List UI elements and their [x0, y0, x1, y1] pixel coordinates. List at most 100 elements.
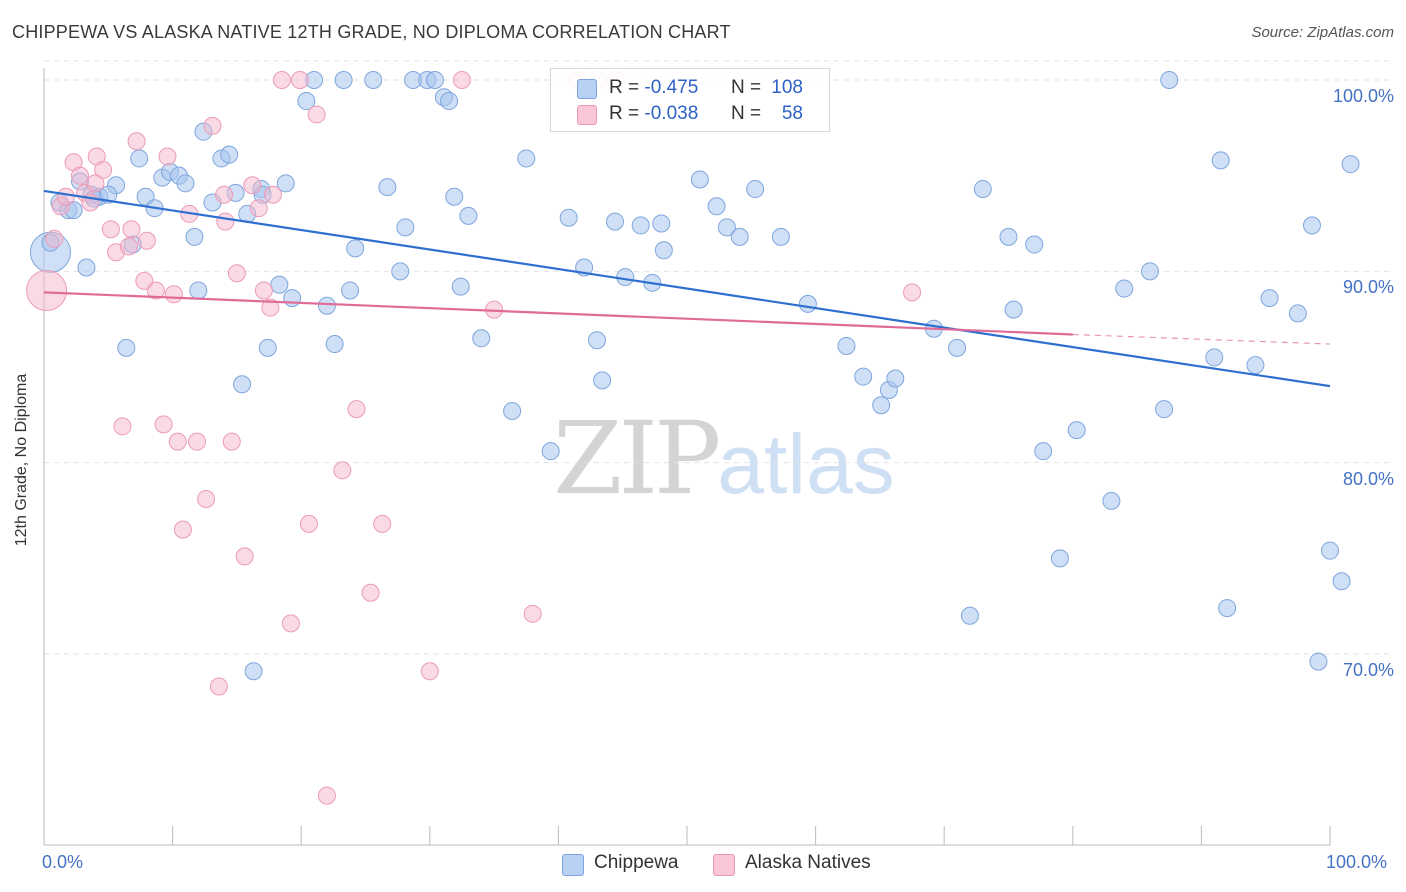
point-chippewa	[771, 227, 790, 246]
legend-n-label: N =	[731, 103, 762, 124]
point-chippewa	[258, 338, 277, 357]
point-chippewa	[425, 71, 444, 89]
legend-r-chippewa: R = -0.475	[609, 77, 698, 99]
point-chippewa	[1211, 151, 1230, 170]
point-chippewa	[459, 206, 478, 225]
point-chippewa	[472, 329, 491, 348]
trend-line-alaska-natives-extension	[1072, 333, 1331, 345]
point-alaska-natives	[299, 514, 318, 533]
point-alaska-natives	[197, 490, 216, 509]
point-chippewa	[220, 145, 239, 164]
point-alaska-natives	[272, 71, 291, 89]
point-alaska-natives	[56, 187, 75, 206]
bottom-legend-swatch-chippewa	[562, 854, 584, 876]
point-chippewa	[973, 180, 992, 199]
point-chippewa	[1050, 549, 1069, 568]
y-tick-label: 80.0%	[1342, 468, 1394, 489]
point-chippewa	[1260, 289, 1279, 308]
point-chippewa	[391, 262, 410, 281]
point-chippewa	[189, 281, 208, 300]
point-alaska-natives	[216, 212, 235, 231]
point-alaska-natives	[127, 132, 146, 151]
point-chippewa	[746, 180, 765, 199]
point-chippewa	[503, 402, 522, 421]
point-alaska-natives	[222, 432, 241, 451]
point-chippewa	[451, 277, 470, 296]
trend-line-alaska-natives	[43, 291, 1073, 336]
point-chippewa	[176, 174, 195, 193]
point-alaska-natives	[249, 199, 268, 218]
y-tick-label: 70.0%	[1342, 660, 1394, 680]
point-chippewa	[1246, 356, 1265, 375]
point-alaska-natives	[203, 116, 222, 135]
point-chippewa	[1115, 279, 1134, 298]
watermark: ZIPatlas	[553, 400, 895, 517]
point-alaska-natives	[281, 614, 300, 633]
y-tick-label: 100.0%	[1332, 86, 1394, 106]
point-chippewa	[1321, 541, 1339, 560]
point-chippewa	[960, 606, 979, 625]
point-alaska-natives	[227, 264, 246, 283]
point-alaska-natives	[154, 415, 173, 434]
point-chippewa	[730, 227, 749, 246]
point-chippewa	[1102, 491, 1121, 510]
point-alaska-natives	[135, 271, 154, 290]
point-chippewa	[690, 170, 709, 189]
point-chippewa	[717, 218, 736, 237]
point-alaska-natives	[101, 220, 120, 239]
chart-source: Source: ZipAtlas.com	[1251, 24, 1394, 41]
point-chippewa	[948, 338, 967, 357]
point-alaska-natives	[235, 547, 254, 566]
point-chippewa	[631, 216, 650, 235]
watermark-atlas: atlas	[717, 417, 895, 511]
point-chippewa	[325, 335, 344, 354]
point-chippewa	[1067, 421, 1086, 440]
point-chippewa	[1004, 300, 1023, 319]
bottom-legend-swatch-alaska-natives	[713, 854, 735, 876]
legend-r-label: R =	[609, 77, 640, 98]
point-alaska-natives	[119, 237, 138, 256]
bottom-legend-alaska-natives: Alaska Natives	[745, 852, 871, 873]
point-chippewa	[1332, 572, 1351, 591]
point-chippewa	[587, 331, 606, 350]
legend-n-value: 58	[781, 103, 803, 124]
point-alaska-natives	[122, 220, 141, 239]
point-chippewa	[276, 174, 295, 193]
point-alaska-natives	[86, 174, 105, 193]
point-chippewa	[1025, 235, 1044, 254]
point-chippewa	[1341, 155, 1360, 174]
point-alaska-natives	[26, 269, 68, 311]
point-chippewa	[233, 375, 252, 394]
point-chippewa	[1034, 442, 1053, 461]
point-chippewa	[1288, 304, 1307, 323]
y-axis-label: 12th Grade, No Diploma	[13, 373, 30, 547]
legend-swatch-alaska-natives	[577, 105, 597, 125]
point-alaska-natives	[452, 71, 471, 89]
point-alaska-natives	[373, 514, 392, 533]
axes	[43, 68, 1331, 846]
legend: R = -0.475 N = 108 R = -0.038 N = 58	[550, 68, 830, 132]
point-chippewa	[886, 369, 905, 388]
point-chippewa	[1205, 348, 1224, 367]
point-alaska-natives	[113, 417, 132, 436]
point-chippewa	[364, 71, 383, 89]
point-alaska-natives	[523, 604, 542, 623]
x-tick-label-min: 0.0%	[42, 852, 84, 872]
point-alaska-natives	[307, 105, 326, 124]
point-chippewa	[559, 208, 578, 227]
point-chippewa	[396, 218, 415, 237]
point-alaska-natives	[173, 520, 192, 539]
point-alaska-natives	[361, 583, 380, 602]
point-chippewa	[541, 442, 560, 461]
point-chippewa	[1309, 652, 1328, 671]
point-chippewa	[244, 662, 263, 681]
point-chippewa	[1302, 216, 1321, 235]
point-chippewa	[1140, 262, 1159, 281]
watermark-zip: ZIP	[553, 400, 721, 517]
point-alaska-natives	[209, 677, 228, 696]
point-alaska-natives	[71, 166, 90, 185]
point-chippewa	[798, 294, 817, 313]
point-chippewa	[1218, 599, 1237, 618]
bottom-legend: Chippewa Alaska Natives	[0, 852, 1406, 878]
x-tick-label-max: 100.0%	[1326, 852, 1388, 872]
